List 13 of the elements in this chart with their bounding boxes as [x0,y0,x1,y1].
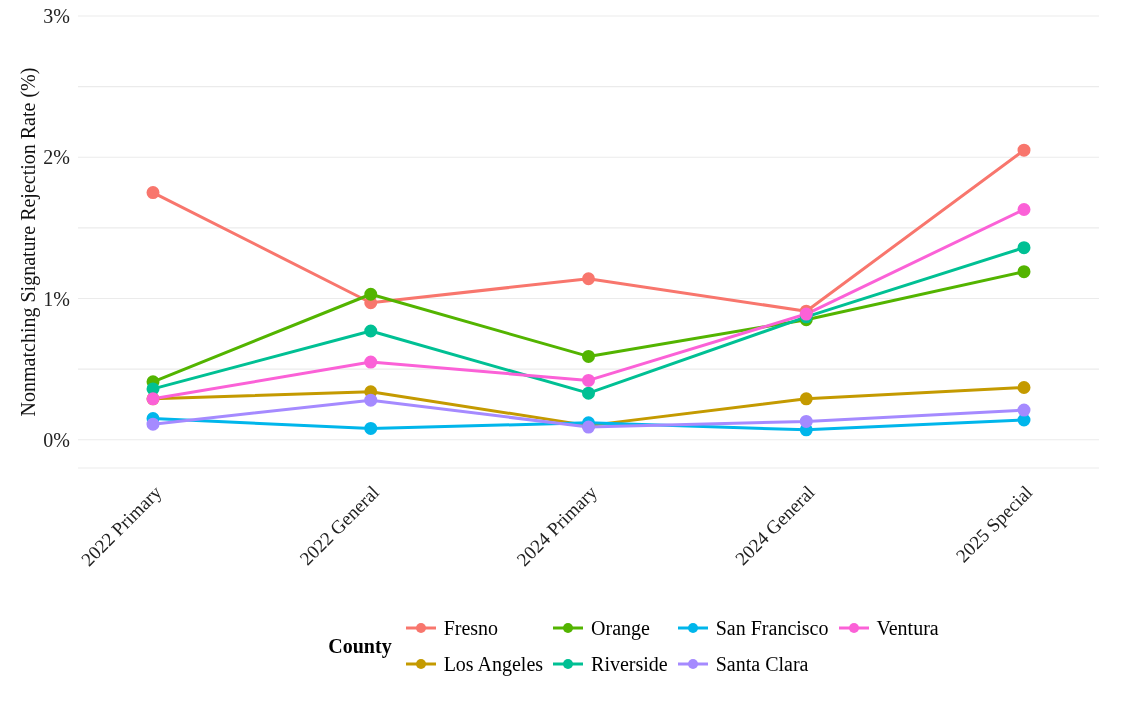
legend-label: Santa Clara [715,652,809,676]
y-tick-label: 1% [43,287,70,310]
legend-label: San Francisco [715,616,829,640]
legend-title: County [328,634,392,658]
legend-label: Ventura [876,616,939,640]
legend-label: Orange [591,616,650,640]
y-tick-label: 2% [43,146,70,169]
legend-label: Riverside [591,652,668,676]
y-axis-title: Nonmatching Signature Rejection Rate (%) [17,67,41,417]
legend-label: Fresno [443,616,499,640]
y-tick-label: 0% [43,428,70,451]
y-tick-label: 3% [43,5,70,28]
legend-label: Los Angeles [443,652,544,676]
